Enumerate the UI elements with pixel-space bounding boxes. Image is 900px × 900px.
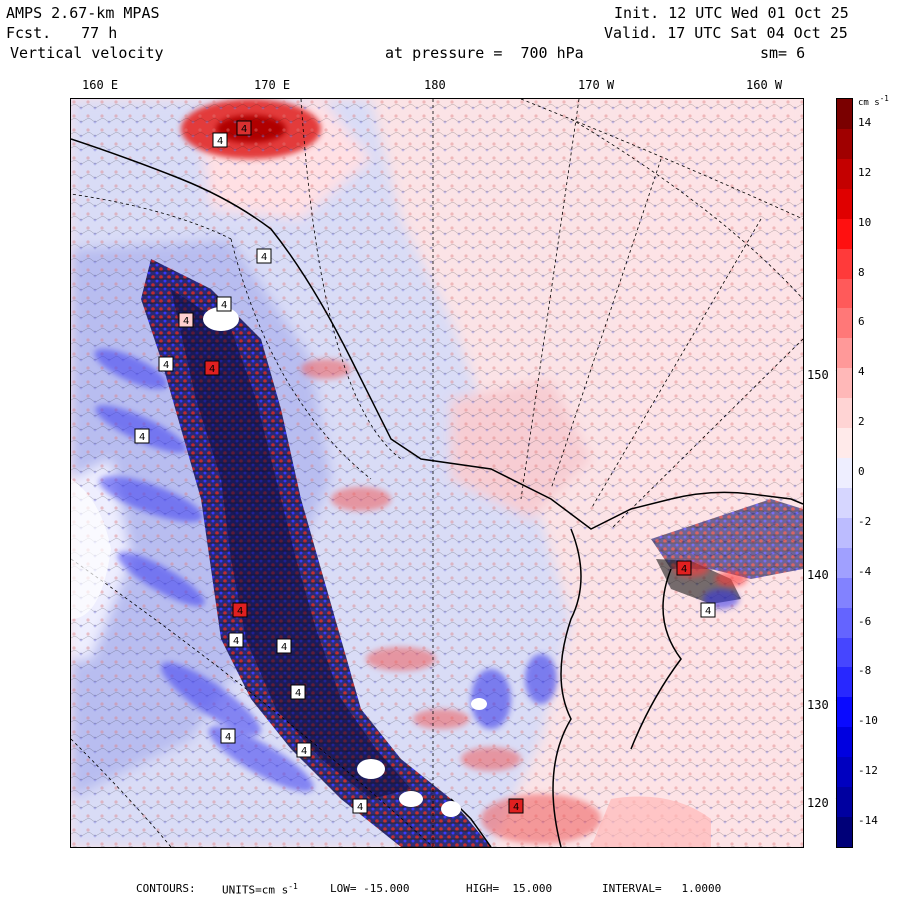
lon-label-170e: 170 E [254, 78, 291, 92]
colorbar-segment [837, 99, 852, 130]
map-svg: 4 4 4 4 4 4 4 4 4 4 4 4 4 4 4 4 4 4 [71, 99, 803, 847]
contour-label: 4 [261, 252, 267, 263]
contour-label: 4 [295, 688, 301, 699]
colorbar-segment [837, 458, 852, 489]
footer-high: HIGH= 15.000 [466, 882, 553, 895]
lon-label-160e: 160 E [82, 78, 119, 92]
forecast-hours: 77 h [81, 24, 118, 42]
colorbar-label: 14 [858, 115, 872, 129]
colorbar-segment [837, 697, 852, 728]
forecast-text: Fcst. [6, 24, 52, 42]
colorbar-segment [837, 727, 852, 758]
colorbar-segment [837, 637, 852, 668]
contour-label: 4 [281, 642, 287, 653]
colorbar-segment [837, 607, 852, 639]
contour-label: 4 [225, 732, 231, 743]
colorbar-label: -10 [858, 714, 878, 728]
contour-label: 4 [357, 802, 363, 813]
lat-label-140w: 140 W [806, 568, 845, 582]
colorbar-segment [837, 308, 852, 339]
contour-label: 4 [233, 636, 239, 647]
coastlines [71, 138, 803, 847]
colorbar-segment [837, 278, 852, 309]
colorbar-segment [837, 757, 852, 788]
colorbar-label: -6 [858, 614, 872, 628]
contour-label: 4 [301, 746, 307, 757]
vertical-velocity-map: 4 4 4 4 4 4 4 4 4 4 4 4 4 4 4 4 4 4 [70, 98, 804, 848]
footer-units-exp: -1 [288, 882, 298, 891]
colorbar-units-exp: -1 [879, 94, 889, 103]
colorbar-label: 10 [858, 215, 872, 229]
colorbar-segment [837, 128, 852, 160]
east-coast-features [651, 499, 803, 579]
pressure-level: at pressure = 700 hPa [385, 44, 584, 62]
fine-structure [71, 99, 803, 847]
variable-title: Vertical velocity [10, 44, 164, 62]
lat-label-120w: 120 W [806, 796, 845, 810]
lon-label-180: 180 [424, 78, 446, 92]
contour-label: 4 [705, 606, 711, 617]
model-title: AMPS 2.67-km MPAS [6, 4, 160, 22]
colorbar-segment [837, 188, 852, 220]
colorbar-units: cm s-1 [858, 94, 889, 108]
colorbar-segment [837, 817, 852, 848]
footer-units-text: UNITS=cm s [222, 883, 289, 897]
colorbar-segment [837, 218, 852, 250]
colorbar-label: 12 [858, 165, 872, 179]
colorbar-label: -8 [858, 664, 872, 678]
forecast-label: Fcst. 77 h [6, 24, 117, 42]
colorbar-segment [837, 338, 852, 369]
colorbar-label: 4 [858, 365, 865, 379]
colorbar-segment [837, 158, 852, 190]
colorbar-segment [837, 787, 852, 818]
contour-label: 4 [183, 316, 189, 327]
colorbar-label: 8 [858, 265, 865, 279]
contour-label: 4 [241, 124, 247, 135]
colorbar-segment [837, 248, 852, 279]
colorbar-units-text: cm s [858, 98, 880, 108]
footer-low: LOW= -15.000 [330, 882, 410, 895]
lat-label-150w: 150 W [806, 368, 845, 382]
smoothing: sm= 6 [760, 44, 806, 62]
lon-label-170w: 170 W [578, 78, 615, 92]
contour-label: 4 [221, 300, 227, 311]
graticule [71, 99, 803, 847]
colorbar-segment [837, 487, 852, 519]
footer-contours: CONTOURS: [136, 882, 196, 895]
colorbar-segment [837, 428, 852, 459]
colorbar-segment [837, 577, 852, 609]
footer-units: UNITS=cm s-1 [222, 882, 298, 897]
contour-label: 4 [681, 564, 687, 575]
colorbar-label: -14 [858, 814, 878, 828]
contour-label: 4 [139, 432, 145, 443]
valid-time: Valid. 17 UTC Sat 04 Oct 25 [604, 24, 848, 42]
colorbar-label: 2 [858, 415, 865, 429]
missing-data-areas [71, 307, 487, 817]
init-time: Init. 12 UTC Wed 01 Oct 25 [614, 4, 849, 22]
footer-interval: INTERVAL= 1.0000 [602, 882, 722, 895]
colorbar-label: -12 [858, 764, 878, 778]
colorbar-segment [837, 547, 852, 579]
lat-label-130w: 130 W [806, 698, 845, 712]
contour-label: 4 [209, 364, 215, 375]
contour-label: 4 [237, 606, 243, 617]
contour-label: 4 [513, 802, 519, 813]
colorbar [836, 98, 853, 848]
contour-labels: 4 4 4 4 4 4 4 4 4 4 4 4 4 4 4 4 4 4 [134, 120, 716, 814]
colorbar-label: -2 [858, 514, 872, 528]
colorbar-segment [837, 667, 852, 698]
colorbar-segment [837, 368, 852, 399]
colorbar-label: -4 [858, 564, 872, 578]
colorbar-label: 6 [858, 315, 865, 329]
colorbar-label: 0 [858, 465, 865, 478]
lon-label-160w: 160 W [746, 78, 783, 92]
contour-label: 4 [163, 360, 169, 371]
colorbar-segment [837, 517, 852, 549]
colorbar-segment [837, 398, 852, 429]
contour-label: 4 [217, 136, 223, 147]
